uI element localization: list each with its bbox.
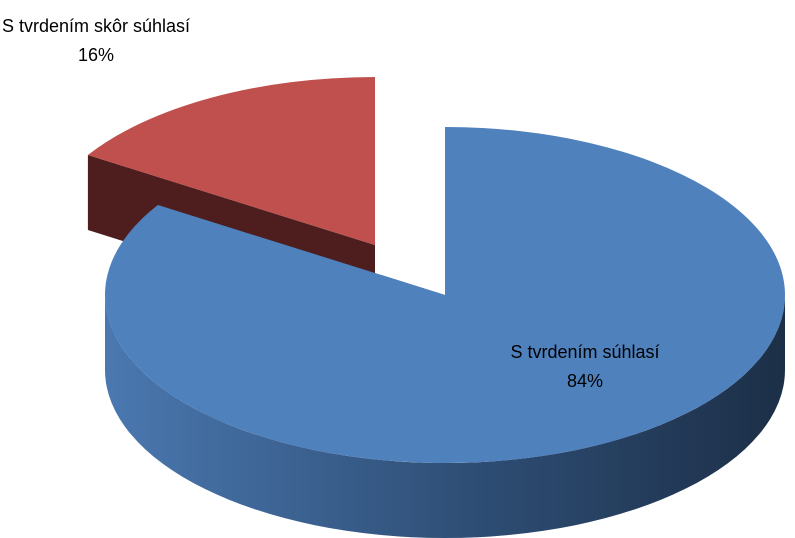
slice-side: [105, 295, 785, 538]
slice-label: S tvrdením súhlasí 84%: [500, 338, 670, 396]
value-label: 84%: [566, 371, 604, 391]
value-label: 16%: [77, 45, 115, 65]
slice-label: S tvrdením skôr súhlasí 16%: [0, 12, 192, 70]
slice: [87, 77, 376, 245]
slice: [104, 127, 785, 463]
category-label: S tvrdením skôr súhlasí: [1, 16, 191, 36]
category-label: S tvrdením súhlasí: [510, 342, 660, 362]
